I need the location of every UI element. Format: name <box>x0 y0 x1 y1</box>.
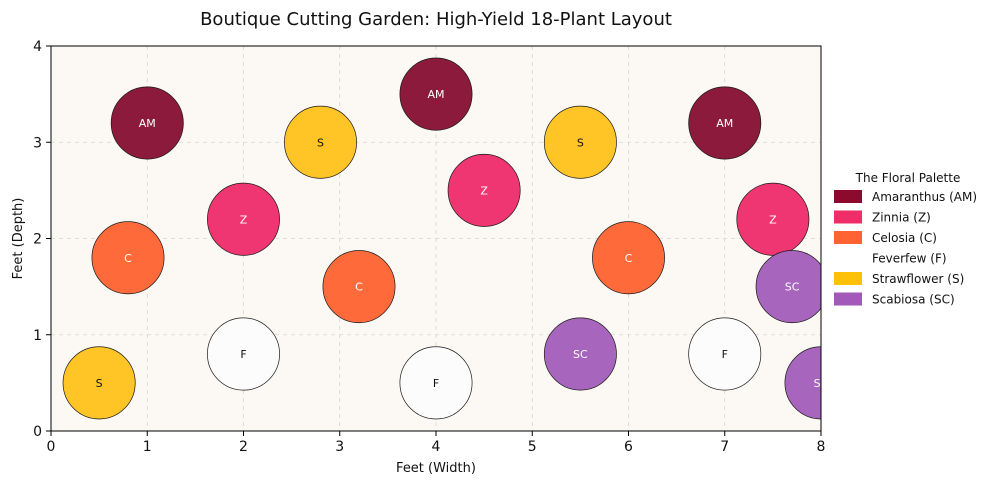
plant-s: S <box>63 347 135 419</box>
plant-sc: SC <box>756 251 828 323</box>
y-tick-label: 3 <box>33 135 42 151</box>
legend-label: Feverfew (F) <box>872 252 947 266</box>
x-tick-label: 3 <box>335 439 344 455</box>
y-axis-label: Feet (Depth) <box>11 198 26 280</box>
legend-label: Scabiosa (SC) <box>872 293 955 307</box>
legend-title: The Floral Palette <box>855 171 961 185</box>
plant-z: Z <box>448 154 520 226</box>
plant-label: S <box>317 136 324 149</box>
plant-label: S <box>577 136 584 149</box>
plant-z: Z <box>207 183 279 255</box>
plant-label: SC <box>785 281 800 294</box>
x-tick-label: 5 <box>528 439 537 455</box>
plant-c: C <box>323 251 395 323</box>
plant-am: AM <box>689 87 761 159</box>
legend-entry: Amaranthus (AM) <box>834 190 977 204</box>
plant-label: F <box>722 348 728 361</box>
plant-f: F <box>207 318 279 390</box>
legend-entry: Zinnia (Z) <box>834 211 931 225</box>
plant-label: F <box>433 377 439 390</box>
legend-label: Celosia (C) <box>872 231 937 245</box>
plant-sc: SC <box>544 318 616 390</box>
plant-label: F <box>240 348 246 361</box>
plant-label: AM <box>139 117 156 130</box>
x-axis-label: Feet (Width) <box>396 461 476 476</box>
x-tick-label: 8 <box>817 439 826 455</box>
legend-swatch <box>834 190 862 203</box>
legend-label: Zinnia (Z) <box>872 211 931 225</box>
plant-label: C <box>355 281 363 294</box>
x-tick-label: 6 <box>624 439 633 455</box>
plant-label: C <box>625 252 633 265</box>
chart-title: Boutique Cutting Garden: High-Yield 18-P… <box>200 9 672 30</box>
plant-am: AM <box>400 58 472 130</box>
legend-entry: Scabiosa (SC) <box>834 293 955 307</box>
plant-am: AM <box>111 87 183 159</box>
x-tick-label: 4 <box>432 439 441 455</box>
legend-swatch <box>834 252 862 265</box>
plant-label: C <box>124 252 132 265</box>
y-tick-label: 1 <box>33 328 42 344</box>
y-tick-label: 0 <box>33 424 42 440</box>
x-tick-label: 1 <box>143 439 152 455</box>
plant-f: F <box>400 347 472 419</box>
legend-swatch <box>834 211 862 224</box>
plant-label: Z <box>769 213 777 226</box>
plant-s: S <box>284 106 356 178</box>
plant-label: SC <box>573 348 588 361</box>
legend-swatch <box>834 272 862 285</box>
plant-c: C <box>92 222 164 294</box>
legend-entry: Strawflower (S) <box>834 272 964 286</box>
legend-swatch <box>834 293 862 306</box>
x-tick-label: 0 <box>47 439 56 455</box>
plant-label: Z <box>480 184 488 197</box>
legend-label: Amaranthus (AM) <box>872 190 977 204</box>
x-tick-label: 7 <box>720 439 729 455</box>
plant-label: Z <box>240 213 248 226</box>
legend-entry: Celosia (C) <box>834 231 937 245</box>
plant-c: C <box>592 222 664 294</box>
y-tick-label: 2 <box>33 232 42 248</box>
plant-label: S <box>96 377 103 390</box>
plant-s: S <box>544 106 616 178</box>
legend-label: Strawflower (S) <box>872 272 964 286</box>
legend: The Floral Palette Amaranthus (AM) Zinnia… <box>834 171 977 307</box>
plant-label: AM <box>716 117 733 130</box>
plant-label: AM <box>427 88 444 101</box>
legend-swatch <box>834 231 862 244</box>
plant-z: Z <box>737 183 809 255</box>
legend-entry: Feverfew (F) <box>834 252 947 266</box>
plant-f: F <box>689 318 761 390</box>
x-tick-label: 2 <box>239 439 248 455</box>
y-tick-label: 4 <box>33 39 42 55</box>
